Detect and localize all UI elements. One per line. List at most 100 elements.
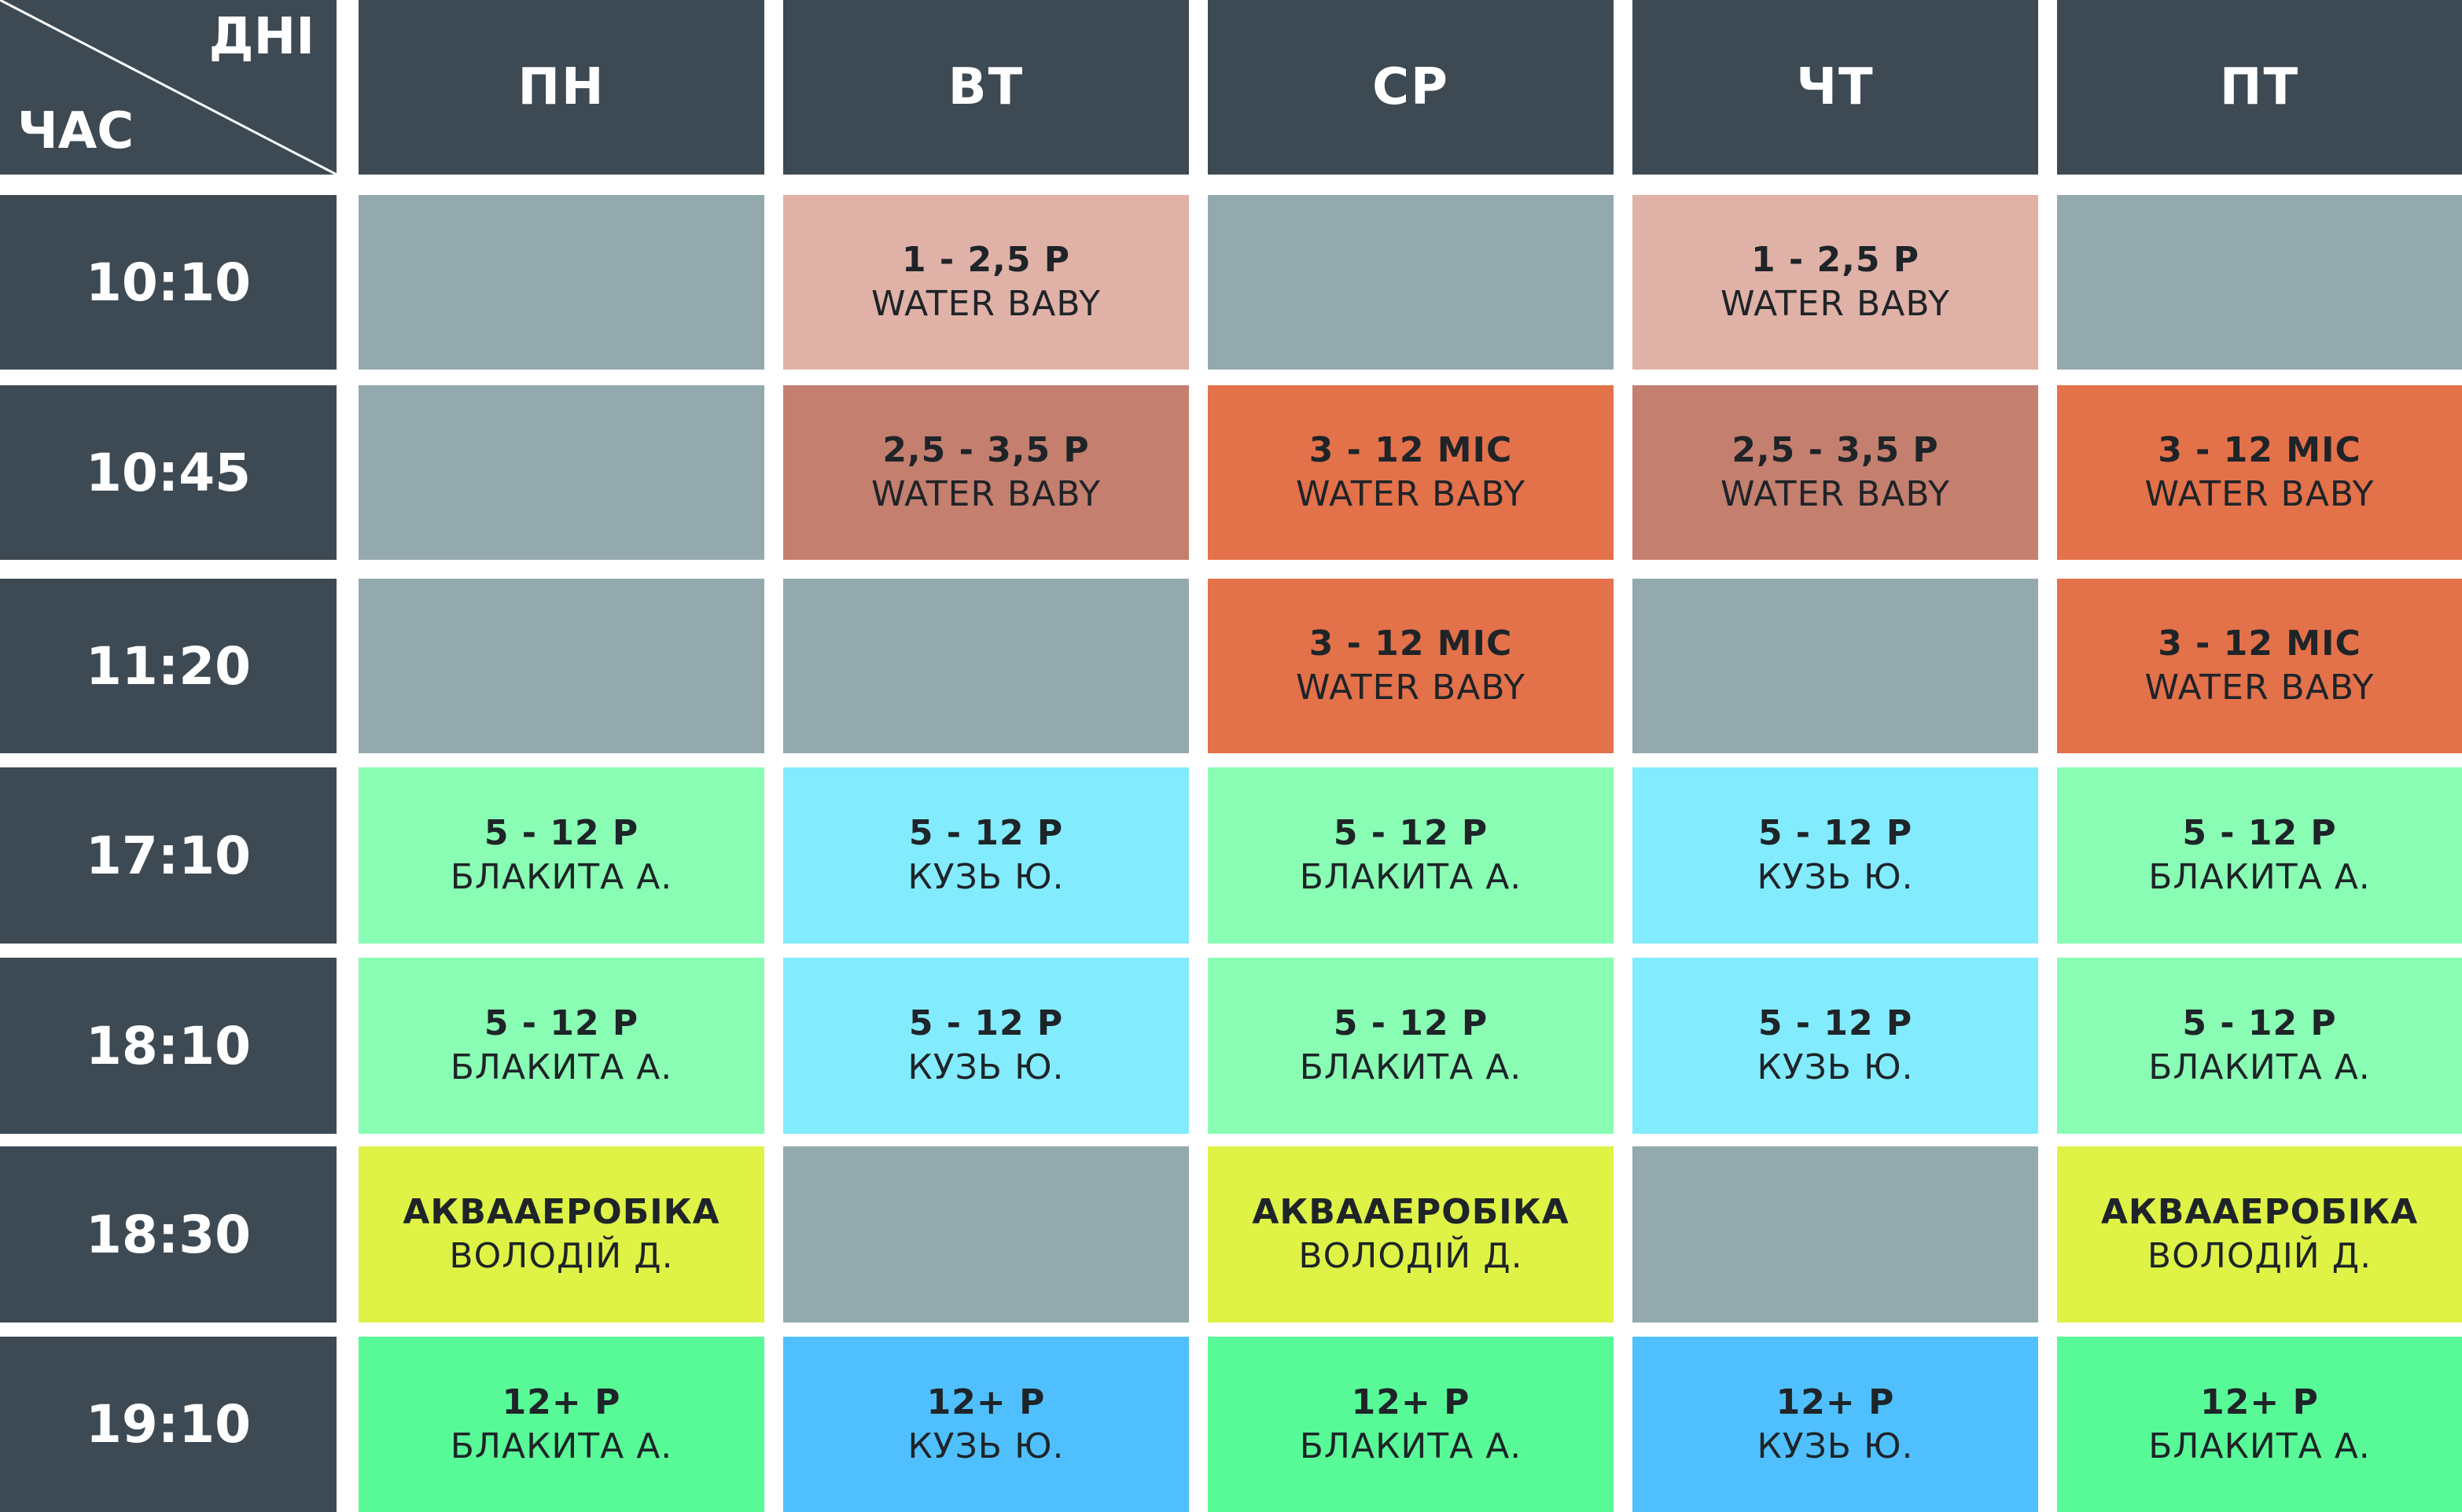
class-slot: 1 - 2,5 Р WATER BABY bbox=[783, 195, 1189, 370]
class-slot: 12+ Р КУЗЬ Ю. bbox=[1632, 1337, 2038, 1512]
time-axis-label: ЧАС bbox=[17, 102, 134, 160]
class-program-label: БЛАКИТА А. bbox=[1299, 1047, 1522, 1087]
class-program-label: WATER BABY bbox=[871, 284, 1101, 324]
time-label: 19:10 bbox=[0, 1337, 337, 1512]
class-program-label: WATER BABY bbox=[871, 474, 1101, 514]
class-program-label: КУЗЬ Ю. bbox=[907, 1426, 1065, 1466]
class-group-label: 12+ Р bbox=[1776, 1381, 1895, 1422]
class-slot: 1 - 2,5 Р WATER BABY bbox=[1632, 195, 2038, 370]
class-program-label: ВОЛОДІЙ Д. bbox=[449, 1236, 674, 1276]
class-program-label: КУЗЬ Ю. bbox=[1757, 857, 1914, 897]
class-slot: АКВААЕРОБІКА ВОЛОДІЙ Д. bbox=[2057, 1146, 2462, 1323]
class-slot: АКВААЕРОБІКА ВОЛОДІЙ Д. bbox=[359, 1146, 764, 1323]
class-group-label: 2,5 - 3,5 Р bbox=[882, 430, 1090, 470]
class-slot: 3 - 12 МІС WATER BABY bbox=[1208, 579, 1614, 753]
class-slot: 5 - 12 Р БЛАКИТА А. bbox=[1208, 958, 1614, 1134]
empty-slot bbox=[359, 579, 764, 753]
empty-slot bbox=[359, 195, 764, 370]
class-program-label: БЛАКИТА А. bbox=[2148, 1426, 2371, 1466]
class-program-label: WATER BABY bbox=[1720, 474, 1950, 514]
days-axis-label: ДНІ bbox=[208, 8, 315, 66]
class-program-label: WATER BABY bbox=[1296, 474, 1525, 514]
class-slot: 5 - 12 Р БЛАКИТА А. bbox=[2057, 767, 2462, 944]
class-group-label: 5 - 12 Р bbox=[1757, 1003, 1913, 1043]
class-slot: 5 - 12 Р БЛАКИТА А. bbox=[2057, 958, 2462, 1134]
class-program-label: БЛАКИТА А. bbox=[450, 857, 673, 897]
class-program-label: WATER BABY bbox=[2144, 474, 2375, 514]
empty-slot bbox=[783, 1146, 1189, 1323]
class-slot: 3 - 12 МІС WATER BABY bbox=[2057, 579, 2462, 753]
class-slot: 5 - 12 Р КУЗЬ Ю. bbox=[783, 958, 1189, 1134]
class-slot: 5 - 12 Р КУЗЬ Ю. bbox=[783, 767, 1189, 944]
class-group-label: 12+ Р bbox=[926, 1381, 1046, 1422]
class-slot: 5 - 12 Р БЛАКИТА А. bbox=[359, 767, 764, 944]
class-slot: 12+ Р БЛАКИТА А. bbox=[359, 1337, 764, 1512]
class-slot: 12+ Р БЛАКИТА А. bbox=[2057, 1337, 2462, 1512]
class-program-label: WATER BABY bbox=[2144, 668, 2375, 708]
empty-slot bbox=[359, 385, 764, 560]
class-group-label: АКВААЕРОБІКА bbox=[1252, 1192, 1570, 1232]
class-slot: 3 - 12 МІС WATER BABY bbox=[2057, 385, 2462, 560]
class-slot: 2,5 - 3,5 Р WATER BABY bbox=[1632, 385, 2038, 560]
time-label: 17:10 bbox=[0, 767, 337, 944]
class-slot: 12+ Р КУЗЬ Ю. bbox=[783, 1337, 1189, 1512]
class-group-label: 5 - 12 Р bbox=[1757, 813, 1913, 853]
class-group-label: 12+ Р bbox=[502, 1381, 621, 1422]
class-group-label: 12+ Р bbox=[2200, 1381, 2319, 1422]
day-header: ВТ bbox=[783, 0, 1189, 175]
class-slot: 5 - 12 Р БЛАКИТА А. bbox=[1208, 767, 1614, 944]
day-header: ЧТ bbox=[1632, 0, 2038, 175]
class-program-label: КУЗЬ Ю. bbox=[1757, 1426, 1914, 1466]
time-label: 10:10 bbox=[0, 195, 337, 370]
class-group-label: 2,5 - 3,5 Р bbox=[1731, 430, 1939, 470]
class-program-label: КУЗЬ Ю. bbox=[907, 857, 1065, 897]
class-slot: 3 - 12 МІС WATER BABY bbox=[1208, 385, 1614, 560]
class-group-label: 3 - 12 МІС bbox=[1308, 430, 1513, 470]
corner-header: ДНІ ЧАС bbox=[0, 0, 337, 175]
class-program-label: WATER BABY bbox=[1720, 284, 1950, 324]
class-program-label: БЛАКИТА А. bbox=[1299, 857, 1522, 897]
class-group-label: АКВААЕРОБІКА bbox=[403, 1192, 720, 1232]
class-program-label: БЛАКИТА А. bbox=[450, 1047, 673, 1087]
class-program-label: БЛАКИТА А. bbox=[1299, 1426, 1522, 1466]
class-slot: 5 - 12 Р БЛАКИТА А. bbox=[359, 958, 764, 1134]
class-group-label: 5 - 12 Р bbox=[484, 1003, 639, 1043]
class-program-label: WATER BABY bbox=[1296, 668, 1525, 708]
class-group-label: 5 - 12 Р bbox=[1333, 813, 1489, 853]
time-label: 18:10 bbox=[0, 958, 337, 1134]
class-slot: 12+ Р БЛАКИТА А. bbox=[1208, 1337, 1614, 1512]
class-group-label: 5 - 12 Р bbox=[484, 813, 639, 853]
class-program-label: БЛАКИТА А. bbox=[2148, 857, 2371, 897]
day-header: СР bbox=[1208, 0, 1614, 175]
class-group-label: 1 - 2,5 Р bbox=[1750, 240, 1920, 280]
time-label: 10:45 bbox=[0, 385, 337, 560]
class-slot: 5 - 12 Р КУЗЬ Ю. bbox=[1632, 767, 2038, 944]
class-group-label: 3 - 12 МІС bbox=[1308, 624, 1513, 664]
time-label: 18:30 bbox=[0, 1146, 337, 1323]
empty-slot bbox=[1208, 195, 1614, 370]
class-group-label: 5 - 12 Р bbox=[908, 1003, 1064, 1043]
empty-slot bbox=[1632, 1146, 2038, 1323]
class-group-label: 5 - 12 Р bbox=[1333, 1003, 1489, 1043]
class-group-label: 3 - 12 МІС bbox=[2158, 430, 2361, 470]
class-group-label: 3 - 12 МІС bbox=[2158, 624, 2361, 664]
empty-slot bbox=[2057, 195, 2462, 370]
class-program-label: БЛАКИТА А. bbox=[450, 1426, 673, 1466]
class-program-label: КУЗЬ Ю. bbox=[1757, 1047, 1914, 1087]
class-program-label: ВОЛОДІЙ Д. bbox=[2147, 1236, 2372, 1276]
empty-slot bbox=[783, 579, 1189, 753]
class-slot: 5 - 12 Р КУЗЬ Ю. bbox=[1632, 958, 2038, 1134]
class-group-label: АКВААЕРОБІКА bbox=[2100, 1192, 2419, 1232]
class-slot: 2,5 - 3,5 Р WATER BABY bbox=[783, 385, 1189, 560]
empty-slot bbox=[1632, 579, 2038, 753]
day-header: ПН bbox=[359, 0, 764, 175]
class-group-label: 5 - 12 Р bbox=[2182, 1003, 2337, 1043]
class-group-label: 12+ Р bbox=[1351, 1381, 1470, 1422]
class-group-label: 5 - 12 Р bbox=[908, 813, 1064, 853]
class-slot: АКВААЕРОБІКА ВОЛОДІЙ Д. bbox=[1208, 1146, 1614, 1323]
class-group-label: 1 - 2,5 Р bbox=[901, 240, 1071, 280]
day-header: ПТ bbox=[2057, 0, 2462, 175]
class-program-label: ВОЛОДІЙ Д. bbox=[1298, 1236, 1523, 1276]
class-group-label: 5 - 12 Р bbox=[2182, 813, 2337, 853]
class-program-label: БЛАКИТА А. bbox=[2148, 1047, 2371, 1087]
